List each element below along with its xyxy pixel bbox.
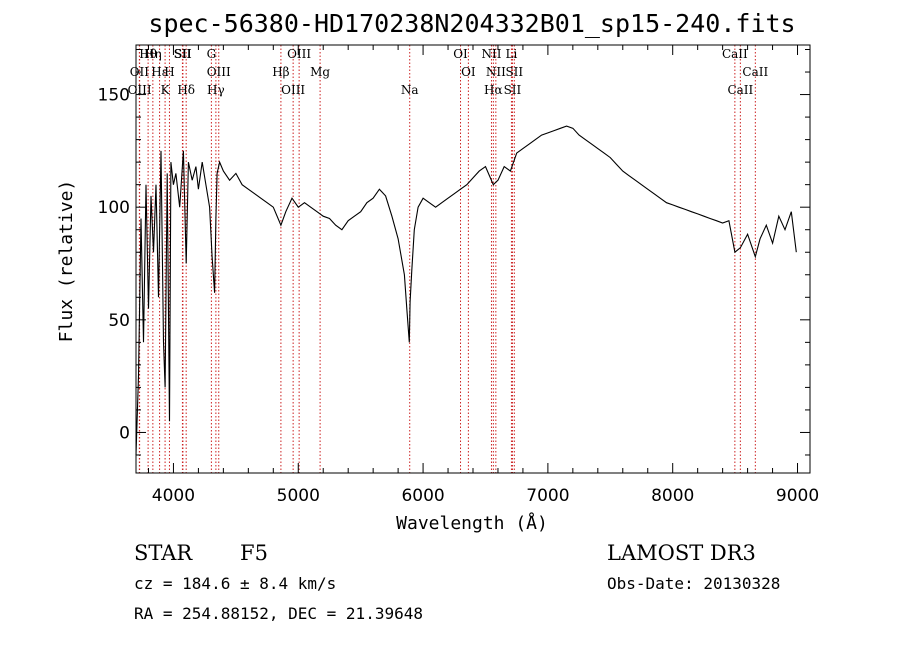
y-tick-label-2: 100 bbox=[98, 198, 130, 218]
x-axis-label: Wavelength (Å) bbox=[396, 512, 548, 534]
line-label-18: OI bbox=[453, 47, 468, 61]
line-label-26: CaII bbox=[727, 83, 753, 97]
line-label-13: Hβ bbox=[272, 65, 289, 79]
y-tick-label-3: 150 bbox=[98, 86, 130, 106]
y-tick-label-0: 0 bbox=[119, 423, 130, 443]
redshift-cz: cz = 184.6 ± 8.4 km/s bbox=[134, 574, 336, 593]
line-label-14: OIII bbox=[281, 83, 305, 97]
line-label-10: OIII bbox=[207, 65, 231, 79]
y-axis-ticks: 0 50 100 150 bbox=[98, 49, 810, 456]
line-label-8: Hδ bbox=[177, 83, 195, 97]
x-tick-label-5: 9000 bbox=[776, 486, 819, 506]
line-label-7: H bbox=[164, 65, 174, 79]
line-label-3: Hη bbox=[144, 47, 162, 61]
line-label-2: OIII bbox=[128, 83, 152, 97]
x-tick-label-1: 5000 bbox=[277, 486, 320, 506]
line-label-12: G bbox=[207, 47, 217, 61]
line-label-24: Li bbox=[506, 47, 518, 61]
line-label-0: Hθ bbox=[139, 47, 157, 61]
spectral-line-labels: HθOIIOIIIHηHεKSIIHHδSIIOIIIHγGHβOIIIOIII… bbox=[128, 47, 769, 97]
line-label-11: Hγ bbox=[207, 83, 225, 97]
chart-title: spec-56380-HD170238N204332B01_sp15-240.f… bbox=[148, 9, 795, 38]
line-label-28: CaII bbox=[742, 65, 768, 79]
line-label-23: SII bbox=[504, 83, 522, 97]
object-type: STAR bbox=[134, 541, 193, 565]
line-label-25: SII bbox=[505, 65, 523, 79]
observation-date: Obs-Date: 20130328 bbox=[607, 574, 780, 593]
line-label-17: Na bbox=[401, 83, 419, 97]
x-axis-ticks: 4000 5000 6000 7000 8000 9000 bbox=[147, 45, 819, 506]
plot-frame bbox=[135, 44, 811, 474]
line-label-22: NII bbox=[486, 65, 506, 79]
y-tick-label-1: 50 bbox=[108, 311, 130, 331]
line-label-27: CaII bbox=[722, 47, 748, 61]
coordinates: RA = 254.88152, DEC = 21.39648 bbox=[134, 604, 423, 623]
line-label-21: NII bbox=[481, 47, 501, 61]
x-tick-label-2: 6000 bbox=[401, 486, 444, 506]
object-subclass: F5 bbox=[240, 541, 268, 565]
spectrum-line bbox=[135, 125, 797, 456]
line-label-9: SII bbox=[174, 47, 192, 61]
y-axis-label: Flux (relative) bbox=[56, 180, 77, 343]
spectral-line-markers bbox=[138, 45, 756, 473]
line-label-20: Hα bbox=[484, 83, 503, 97]
line-label-16: Mg bbox=[310, 65, 330, 79]
line-label-5: K bbox=[161, 83, 171, 97]
line-label-15: OIII bbox=[287, 47, 311, 61]
survey-name: LAMOST DR3 bbox=[607, 541, 756, 565]
x-tick-label-3: 7000 bbox=[526, 486, 569, 506]
x-tick-label-4: 8000 bbox=[651, 486, 694, 506]
x-tick-label-0: 4000 bbox=[152, 486, 195, 506]
line-label-4: Hε bbox=[151, 65, 168, 79]
line-label-19: OI bbox=[461, 65, 476, 79]
line-label-6: SII bbox=[174, 47, 192, 61]
